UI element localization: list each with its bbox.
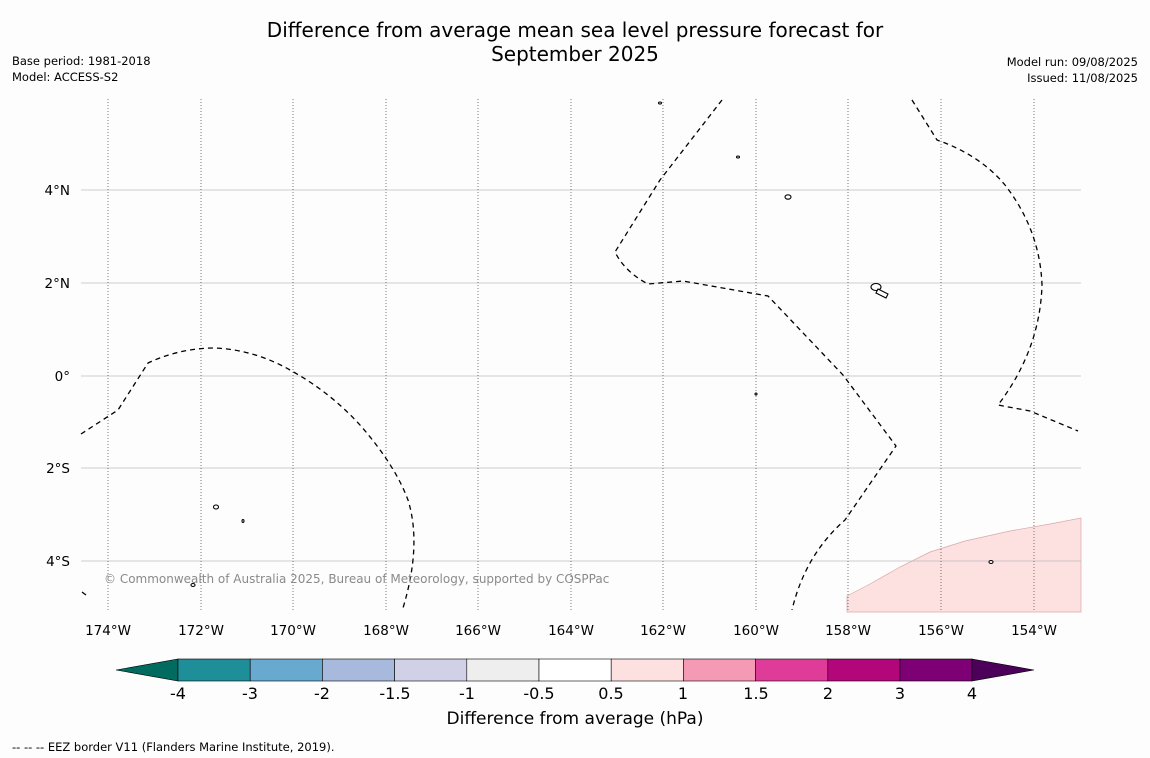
- copyright-notice: © Commonwealth of Australia 2025, Bureau…: [104, 572, 610, 586]
- islands: [190, 101, 994, 588]
- eez-border-east: [911, 99, 1079, 432]
- colorbar-segment: [610, 658, 684, 682]
- colorbar-tick-label: 4: [967, 684, 977, 703]
- lat-label: 4°N: [45, 183, 70, 199]
- eez-footnote: -- -- -- EEZ border V11 (Flanders Marine…: [12, 740, 335, 754]
- colorbar: [115, 658, 1035, 682]
- colorbar-segment: [322, 658, 395, 682]
- colorbar-segment: [899, 658, 973, 682]
- island-teraina: [657, 101, 663, 105]
- colorbar-segment: [249, 658, 323, 682]
- lat-gridlines: [81, 189, 1081, 562]
- island-tabuaeran: [784, 194, 792, 200]
- eez-border-fragment: [81, 591, 87, 596]
- lon-label: 158°W: [825, 623, 871, 639]
- lon-label: 160°W: [733, 623, 779, 639]
- colorbar-tick-label: -3: [242, 684, 258, 703]
- colorbar-segment: [538, 658, 612, 682]
- meta-left: Base period: 1981-2018 Model: ACCESS-S2: [12, 54, 151, 85]
- island-jarvis: [754, 392, 758, 396]
- colorbar-tick-label: 2: [823, 684, 833, 703]
- lat-label: 4°S: [46, 554, 70, 570]
- colorbar-tick-label: 1.5: [743, 684, 768, 703]
- island-phoenix-2: [241, 518, 245, 524]
- colorbar-tick-label: -1.5: [379, 684, 410, 703]
- colorbar-segment: [683, 658, 756, 682]
- colorbar-tick-label: 0.5: [598, 684, 623, 703]
- island-phoenix-1: [212, 504, 220, 510]
- island-phoenix-3: [190, 582, 196, 588]
- colorbar-tick-label: 3: [895, 684, 905, 703]
- lat-label: 0°: [55, 369, 70, 385]
- colorbar-segment: [177, 658, 251, 682]
- colorbar-tick-label: -0.5: [523, 684, 554, 703]
- model-run: Model run: 09/08/2025: [1006, 55, 1138, 69]
- lon-label: 162°W: [640, 623, 686, 639]
- lat-label: 2°S: [46, 461, 70, 477]
- base-period: Base period: 1981-2018: [12, 54, 151, 68]
- colorbar-tick-label: -4: [170, 684, 186, 703]
- lat-labels: 4°N 2°N 0° 2°S 4°S: [45, 183, 70, 570]
- lon-label: 172°W: [178, 623, 224, 639]
- lon-label: 168°W: [363, 623, 409, 639]
- colorbar-title: Difference from average (hPa): [446, 709, 704, 729]
- lon-label: 166°W: [455, 623, 501, 639]
- eez-border-line-islands: [614, 99, 897, 611]
- meta-right: Model run: 09/08/2025 Issued: 11/08/2025: [1007, 55, 1138, 86]
- eez-border-kiribati-west: [80, 347, 415, 609]
- lon-label: 174°W: [85, 623, 131, 639]
- colorbar-arrow-high: [971, 658, 1035, 682]
- lat-label: 2°N: [45, 276, 70, 292]
- issued-date: Issued: 11/08/2025: [1027, 70, 1138, 85]
- title-line-2: September 2025: [491, 42, 659, 66]
- colorbar-segment: [827, 658, 901, 682]
- lon-gridlines: [107, 99, 1035, 612]
- colorbar-tick-label: -2: [314, 684, 330, 703]
- colorbar-segment: [466, 658, 540, 682]
- lon-label: 164°W: [548, 623, 594, 639]
- chart-title: Difference from average mean sea level p…: [0, 18, 1150, 66]
- colorbar-segment: [755, 658, 829, 682]
- anomaly-region-positive: [846, 517, 1082, 613]
- colorbar-arrow-low: [115, 658, 179, 682]
- model-name: Model: ACCESS-S2: [12, 69, 119, 84]
- colorbar-segment: [394, 658, 468, 682]
- lon-label: 156°W: [918, 623, 964, 639]
- colorbar-ticks: -4 -3 -2 -1.5 -1 -0.5 0.5 1 1.5 2 3 4: [170, 684, 977, 703]
- title-line-1: Difference from average mean sea level p…: [266, 18, 884, 42]
- lon-label: 154°W: [1011, 623, 1057, 639]
- lon-labels: 174°W 172°W 170°W 168°W 166°W 164°W 162°…: [85, 623, 1057, 639]
- island-kiritimati-lagoon: [875, 288, 889, 299]
- colorbar-tick-label: -1: [459, 684, 475, 703]
- lon-label: 170°W: [270, 623, 316, 639]
- eez-borders: [80, 99, 1079, 611]
- island-small-1: [735, 155, 741, 159]
- island-malden: [988, 559, 994, 565]
- colorbar-tick-label: 1: [678, 684, 688, 703]
